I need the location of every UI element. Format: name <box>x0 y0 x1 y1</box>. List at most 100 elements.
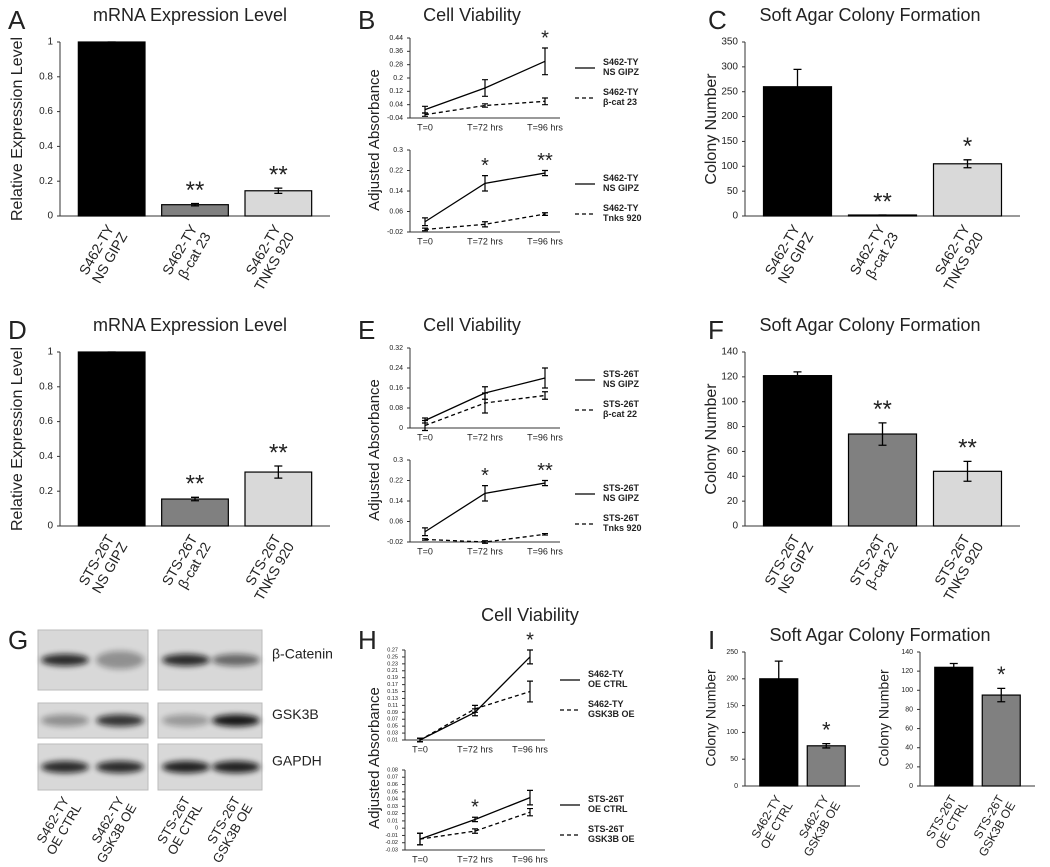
y-tick-label: -0.02 <box>385 840 398 846</box>
y-tick-label: 0.01 <box>387 737 398 743</box>
x-tick-label: T=96 hrs <box>512 744 548 754</box>
blot-row-label: β-Catenin <box>272 646 333 662</box>
error-bar <box>482 79 488 97</box>
error-bar <box>527 807 533 817</box>
error-bar <box>527 649 533 665</box>
error-bar <box>949 662 958 672</box>
bar <box>244 471 313 527</box>
y-tick-label: 0.06 <box>389 518 403 525</box>
y-tick-label: 100 <box>901 687 913 694</box>
y-tick-label: 0 <box>732 521 738 532</box>
line <box>419 656 531 741</box>
panel-letter: B <box>358 5 375 35</box>
x-tick-label: STS-26TNS GIPZ <box>761 531 816 596</box>
y-tick-label: 0.19 <box>387 675 398 681</box>
error-bar <box>472 828 478 834</box>
y-tick-label: 0.08 <box>387 767 398 773</box>
text-line: STS-26T <box>603 369 640 379</box>
y-tick-label: 0.03 <box>387 804 398 810</box>
error-bar <box>527 789 533 806</box>
y-tick-label: -0.02 <box>387 229 403 236</box>
y-tick-label: 100 <box>721 396 738 407</box>
chart-title: Soft Agar Colony Formation <box>759 315 980 335</box>
y-tick-label: 0.21 <box>387 668 398 674</box>
chart-title: Soft Agar Colony Formation <box>759 5 980 25</box>
y-tick-label: 200 <box>726 676 738 683</box>
blot-lane-label: S462-TYOE CTRL <box>31 794 85 858</box>
legend-label: STS-26T β-cat 22 <box>603 399 640 419</box>
chart-title: Cell Viability <box>481 605 579 625</box>
chart-title: Soft Agar Colony Formation <box>769 625 990 645</box>
significance: ** <box>537 460 553 482</box>
y-tick-label: 0.23 <box>387 661 398 667</box>
y-axis-label: Colony Number <box>703 73 720 185</box>
y-tick-label: 0.13 <box>387 696 398 702</box>
y-tick-label: 0.14 <box>389 498 403 505</box>
x-tick-label: STS-26TNS GIPZ <box>75 531 130 596</box>
x-tick-label: STS-26TTNKS 920 <box>926 531 986 603</box>
error-bar <box>417 737 423 743</box>
bar <box>934 666 974 787</box>
text-line: S462-TY <box>603 203 639 213</box>
error-bar <box>963 460 972 482</box>
y-tick-label: 20 <box>905 764 913 771</box>
y-tick-label: 140 <box>721 347 738 358</box>
significance: ** <box>186 177 205 204</box>
y-axis-label: Adjusted Absorbance <box>366 687 383 829</box>
text-line: Tnks 920 <box>603 213 642 223</box>
y-tick-label: 0.2 <box>39 486 53 497</box>
text-line: STS-26T <box>603 513 640 523</box>
legend-label: S462-TY NS GIPZ <box>603 57 640 77</box>
x-tick-label: STS-26TOE CTRL <box>921 792 971 851</box>
blot-row-label: GSK3B <box>272 706 319 722</box>
x-tick-label: T=0 <box>417 236 433 246</box>
error-bar <box>417 832 423 846</box>
y-tick-label: 0.06 <box>387 782 398 788</box>
y-tick-label: 100 <box>726 729 738 736</box>
y-tick-label: 150 <box>721 136 738 147</box>
error-bar <box>482 221 488 228</box>
significance: ** <box>186 471 205 498</box>
y-axis-label: Colony Number <box>876 669 892 767</box>
x-tick-label: T=72 hrs <box>467 122 503 132</box>
text-line: S462-TY <box>588 669 624 679</box>
error-bar <box>822 743 831 749</box>
x-tick-label: STS-26TGSK3B OE <box>964 792 1018 859</box>
y-tick-label: 0.01 <box>387 818 398 824</box>
x-tick-label: S462-TYTNKS 920 <box>926 221 986 293</box>
line <box>424 533 546 543</box>
panel-letter: H <box>358 625 377 655</box>
y-tick-label: 0.6 <box>39 416 53 427</box>
y-tick-label: 0 <box>734 783 738 790</box>
y-tick-label: 0.06 <box>389 208 403 215</box>
significance: * <box>822 717 831 742</box>
y-tick-label: 0.09 <box>387 710 398 716</box>
y-tick-label: 0.04 <box>389 102 403 109</box>
text-line: GSK3B OE <box>588 834 635 844</box>
panel-letter: I <box>708 625 715 655</box>
chart-title: Cell Viability <box>423 315 521 335</box>
y-tick-label: 0 <box>395 826 398 832</box>
x-tick-label: T=96 hrs <box>527 122 563 132</box>
panel-letter: G <box>8 625 28 655</box>
x-tick-label: T=72 hrs <box>467 236 503 246</box>
significance: * <box>997 662 1006 687</box>
text-line: Tnks 920 <box>603 523 642 533</box>
legend-label: STS-26T GSK3B OE <box>588 824 635 844</box>
error-bar <box>472 816 478 823</box>
error-bar <box>542 532 548 536</box>
y-tick-label: 0.05 <box>387 724 398 730</box>
blot-band <box>212 714 260 727</box>
y-tick-label: -0.04 <box>387 115 403 122</box>
text-line: β-cat 22 <box>603 409 637 419</box>
y-tick-label: 80 <box>905 706 913 713</box>
text-line: NS GIPZ <box>603 379 640 389</box>
y-tick-label: 120 <box>721 371 738 382</box>
blot-lane-label: STS-26TOE CTRL <box>152 794 206 857</box>
y-tick-label: 80 <box>727 421 739 432</box>
x-tick-label: STS-26Tβ-cat 22 <box>158 531 213 596</box>
y-tick-label: 350 <box>721 37 738 48</box>
x-tick-label: S462-TYGSK3B OE <box>789 793 843 859</box>
x-tick-label: T=0 <box>417 546 433 556</box>
